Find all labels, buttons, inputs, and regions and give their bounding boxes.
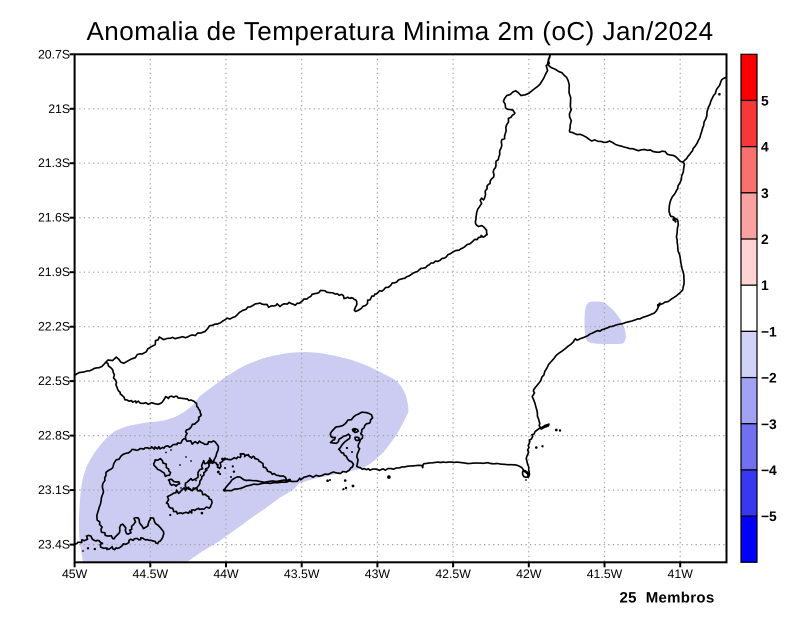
svg-text:41.5W: 41.5W bbox=[587, 567, 623, 581]
svg-text:41W: 41W bbox=[668, 567, 694, 581]
svg-text:−5: −5 bbox=[761, 509, 777, 524]
svg-text:21.6S: 21.6S bbox=[38, 211, 70, 225]
svg-text:−1: −1 bbox=[761, 324, 777, 339]
svg-text:1: 1 bbox=[761, 278, 769, 293]
svg-text:−4: −4 bbox=[761, 463, 777, 478]
svg-text:Anomalia de Temperatura Minima: Anomalia de Temperatura Minima 2m (oC) J… bbox=[86, 16, 713, 46]
svg-text:2: 2 bbox=[761, 232, 769, 247]
svg-text:43.5W: 43.5W bbox=[284, 567, 320, 581]
svg-text:4: 4 bbox=[761, 140, 769, 155]
svg-text:21.3S: 21.3S bbox=[38, 156, 70, 170]
svg-text:21.9S: 21.9S bbox=[38, 265, 70, 279]
svg-text:42W: 42W bbox=[516, 567, 542, 581]
svg-text:25 Membros: 25 Membros bbox=[620, 590, 715, 607]
svg-text:20.7S: 20.7S bbox=[38, 47, 70, 61]
svg-text:22.2S: 22.2S bbox=[38, 320, 70, 334]
svg-text:44W: 44W bbox=[213, 567, 239, 581]
svg-text:22.8S: 22.8S bbox=[38, 429, 70, 443]
svg-text:3: 3 bbox=[761, 186, 769, 201]
svg-text:45W: 45W bbox=[62, 567, 88, 581]
svg-text:−3: −3 bbox=[761, 417, 777, 432]
svg-text:42.5W: 42.5W bbox=[435, 567, 471, 581]
svg-text:21S: 21S bbox=[48, 102, 70, 116]
svg-text:23.1S: 23.1S bbox=[38, 483, 70, 497]
svg-text:−2: −2 bbox=[761, 371, 777, 386]
svg-text:22.5S: 22.5S bbox=[38, 374, 70, 388]
svg-text:44.5W: 44.5W bbox=[133, 567, 169, 581]
svg-text:23.4S: 23.4S bbox=[38, 538, 70, 552]
svg-text:43W: 43W bbox=[365, 567, 391, 581]
svg-text:5: 5 bbox=[761, 94, 769, 109]
